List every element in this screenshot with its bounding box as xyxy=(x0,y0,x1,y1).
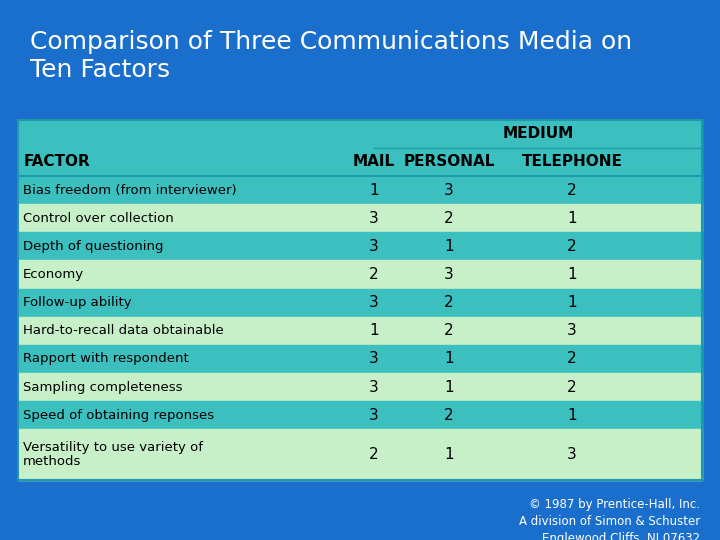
Text: 1: 1 xyxy=(444,352,454,367)
Text: Sampling completeness: Sampling completeness xyxy=(23,381,182,394)
Text: 3: 3 xyxy=(369,211,379,226)
Text: 2: 2 xyxy=(369,267,379,282)
Text: Hard-to-recall data obtainable: Hard-to-recall data obtainable xyxy=(23,325,224,338)
Text: 3: 3 xyxy=(369,352,379,367)
Bar xyxy=(18,232,702,260)
Text: 2: 2 xyxy=(444,211,454,226)
Text: FACTOR: FACTOR xyxy=(24,154,91,170)
Text: 1: 1 xyxy=(369,323,379,339)
Text: 3: 3 xyxy=(444,183,454,198)
Text: 3: 3 xyxy=(444,267,454,282)
Text: Comparison of Three Communications Media on
Ten Factors: Comparison of Three Communications Media… xyxy=(30,30,632,82)
Text: PERSONAL: PERSONAL xyxy=(403,154,495,170)
Bar xyxy=(18,120,702,480)
Bar xyxy=(18,345,702,373)
Text: © 1987 by Prentice-Hall, Inc.
A division of Simon & Schuster
Englewood Cliffs, N: © 1987 by Prentice-Hall, Inc. A division… xyxy=(518,498,700,540)
Bar xyxy=(18,176,702,204)
Text: Speed of obtaining reponses: Speed of obtaining reponses xyxy=(23,409,214,422)
Text: 2: 2 xyxy=(444,408,454,423)
Text: Control over collection: Control over collection xyxy=(23,212,174,225)
Text: 1: 1 xyxy=(567,267,577,282)
Text: Follow-up ability: Follow-up ability xyxy=(23,296,132,309)
Text: Economy: Economy xyxy=(23,268,84,281)
Text: 1: 1 xyxy=(567,295,577,310)
Text: 3: 3 xyxy=(567,447,577,462)
Text: 3: 3 xyxy=(369,295,379,310)
Text: MAIL: MAIL xyxy=(353,154,395,170)
Text: 3: 3 xyxy=(369,380,379,395)
Text: 2: 2 xyxy=(444,323,454,339)
Text: 2: 2 xyxy=(369,447,379,462)
Text: 2: 2 xyxy=(444,295,454,310)
Text: 2: 2 xyxy=(567,352,577,367)
Text: 2: 2 xyxy=(567,380,577,395)
Text: 3: 3 xyxy=(369,408,379,423)
Text: 2: 2 xyxy=(567,239,577,254)
Text: MEDIUM: MEDIUM xyxy=(503,126,573,141)
Text: Depth of questioning: Depth of questioning xyxy=(23,240,163,253)
Bar xyxy=(18,288,702,317)
Text: 1: 1 xyxy=(567,211,577,226)
Text: 2: 2 xyxy=(567,183,577,198)
Bar xyxy=(18,260,702,288)
Text: Versatility to use variety of
methods: Versatility to use variety of methods xyxy=(23,441,203,468)
Text: 3: 3 xyxy=(567,323,577,339)
Text: 1: 1 xyxy=(567,408,577,423)
Bar xyxy=(18,204,702,232)
Text: 1: 1 xyxy=(444,447,454,462)
Bar xyxy=(18,429,702,480)
Text: Bias freedom (from interviewer): Bias freedom (from interviewer) xyxy=(23,184,237,197)
Text: TELEPHONE: TELEPHONE xyxy=(521,154,623,170)
Bar xyxy=(18,401,702,429)
Text: 1: 1 xyxy=(444,239,454,254)
Text: 1: 1 xyxy=(444,380,454,395)
Bar xyxy=(18,373,702,401)
Text: 1: 1 xyxy=(369,183,379,198)
Bar xyxy=(18,317,702,345)
Text: Rapport with respondent: Rapport with respondent xyxy=(23,353,189,366)
Text: 3: 3 xyxy=(369,239,379,254)
